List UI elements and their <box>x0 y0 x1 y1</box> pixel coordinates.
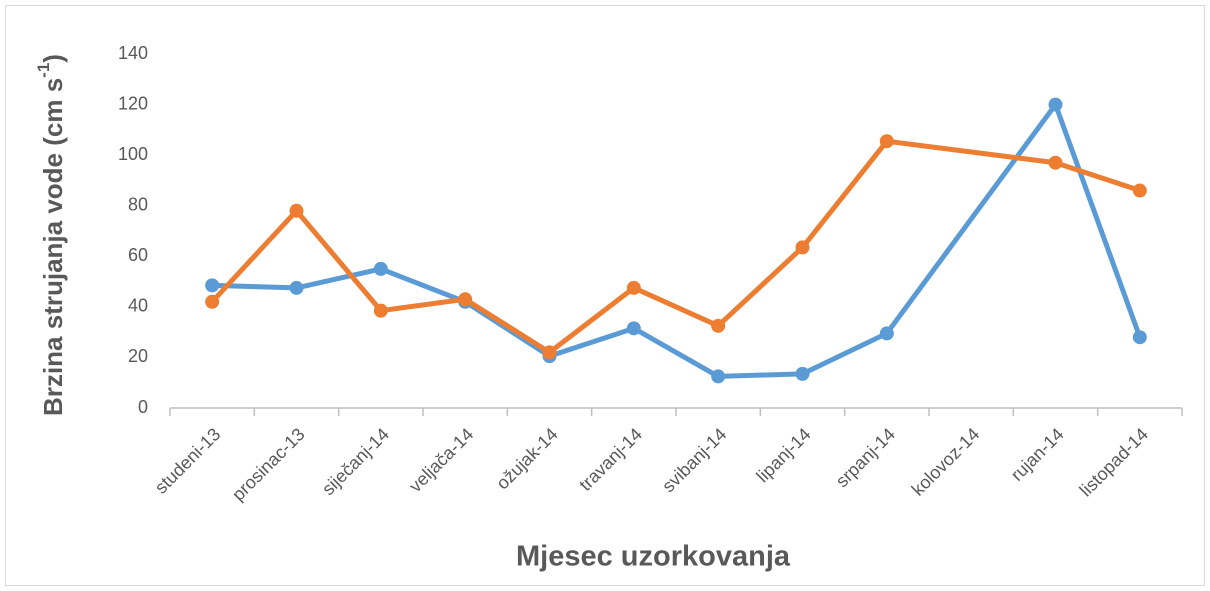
line-segment <box>631 285 721 329</box>
line-segment <box>294 266 384 291</box>
y-axis-title: Brzina strujanja vode (cm s-1) <box>34 54 67 416</box>
point <box>795 366 810 381</box>
line-segment <box>378 266 468 305</box>
line-segment <box>884 102 1058 336</box>
line-segment <box>378 296 468 314</box>
line-segment <box>1053 102 1143 340</box>
chart-border <box>5 5 1205 586</box>
point <box>711 369 726 384</box>
point <box>205 294 220 309</box>
line-segment <box>547 285 637 355</box>
point <box>289 203 304 218</box>
y-tick-label: 80 <box>128 194 148 214</box>
point <box>373 261 388 276</box>
y-tick-label: 120 <box>118 93 148 113</box>
point <box>626 280 641 295</box>
line-segment <box>884 138 1058 166</box>
y-tick-label: 140 <box>118 43 148 63</box>
y-tick-label: 100 <box>118 144 148 164</box>
point <box>1048 97 1063 112</box>
y-axis-title-end: ) <box>38 54 68 63</box>
y-tick-label: 40 <box>128 296 148 316</box>
y-axis-title-superscript: -1 <box>34 63 53 78</box>
line-segment <box>631 325 721 379</box>
point <box>879 326 894 341</box>
y-tick-label: 20 <box>128 346 148 366</box>
line-segment <box>462 296 552 355</box>
point <box>373 303 388 318</box>
line-segment <box>209 208 299 305</box>
point <box>542 345 557 360</box>
line-segment <box>715 371 805 379</box>
line-segment <box>547 325 637 359</box>
point <box>626 321 641 336</box>
line-segment <box>715 244 805 329</box>
line-segment <box>800 138 890 250</box>
line-segment <box>800 330 890 377</box>
point <box>1048 155 1063 170</box>
point <box>458 292 473 307</box>
point <box>711 318 726 333</box>
point <box>289 280 304 295</box>
point <box>1132 183 1147 198</box>
point <box>205 278 220 293</box>
line-segment <box>294 208 384 314</box>
y-tick-label: 0 <box>138 397 148 417</box>
y-tick-label: 60 <box>128 245 148 265</box>
point <box>795 240 810 255</box>
point <box>879 134 894 149</box>
x-axis-title: Mjesec uzorkovanja <box>516 541 791 573</box>
line-segment <box>1053 160 1143 194</box>
y-axis-title-text: Brzina strujanja vode (cm s <box>38 78 68 416</box>
point <box>1132 330 1147 345</box>
